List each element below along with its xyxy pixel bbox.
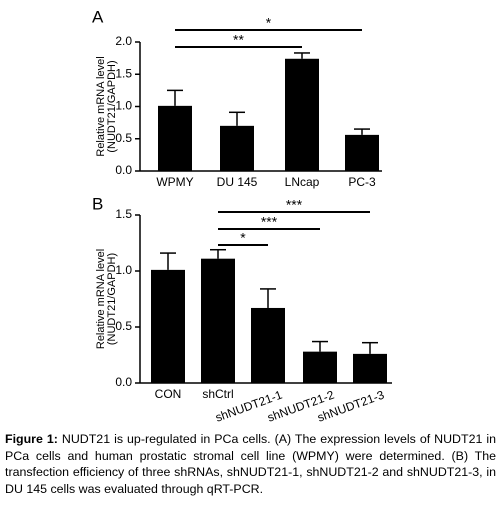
bar — [251, 307, 285, 383]
y-tick-label: 0.0 — [115, 375, 132, 389]
bar — [201, 258, 235, 383]
y-axis-label: (NUDT21/GAPDH) — [106, 253, 118, 345]
y-tick-label: 1.0 — [115, 99, 132, 113]
x-tick-label: WPMY — [156, 175, 193, 189]
y-tick-label: 1.0 — [115, 263, 132, 277]
panel-label: B — [92, 194, 103, 213]
caption-label: Figure 1: — [5, 432, 58, 446]
panel-label: A — [92, 7, 104, 26]
x-tick-label: LNcap — [285, 175, 320, 189]
bar — [303, 351, 337, 383]
bar — [285, 58, 319, 171]
x-tick-label: shCtrl — [202, 387, 233, 401]
y-tick-label: 0.0 — [115, 163, 132, 177]
bar — [353, 353, 387, 383]
y-tick-label: 1.5 — [115, 66, 132, 80]
x-tick-label: PC-3 — [348, 175, 376, 189]
x-tick-label: CON — [155, 387, 182, 401]
significance-label: * — [266, 15, 272, 31]
bar — [151, 269, 185, 383]
significance-label: ** — [233, 32, 244, 48]
significance-label: *** — [261, 214, 278, 230]
caption: Figure 1: NUDT21 is up-regulated in PCa … — [5, 431, 496, 497]
x-tick-label: DU 145 — [217, 175, 258, 189]
y-tick-label: 1.5 — [115, 207, 132, 221]
bar — [158, 105, 192, 171]
significance-label: *** — [286, 197, 303, 213]
y-tick-label: 0.5 — [115, 131, 132, 145]
y-axis-label: (NUDT21/GAPDH) — [106, 60, 118, 152]
significance-label: * — [240, 230, 246, 246]
y-tick-label: 0.5 — [115, 319, 132, 333]
y-axis-label: Relative mRNA level — [95, 249, 107, 349]
y-axis-label: Relative mRNA level — [95, 56, 107, 156]
bar — [220, 125, 254, 171]
caption-text: NUDT21 is up-regulated in PCa cells. (A)… — [5, 432, 496, 496]
bar — [345, 134, 379, 171]
y-tick-label: 2.0 — [115, 34, 132, 48]
